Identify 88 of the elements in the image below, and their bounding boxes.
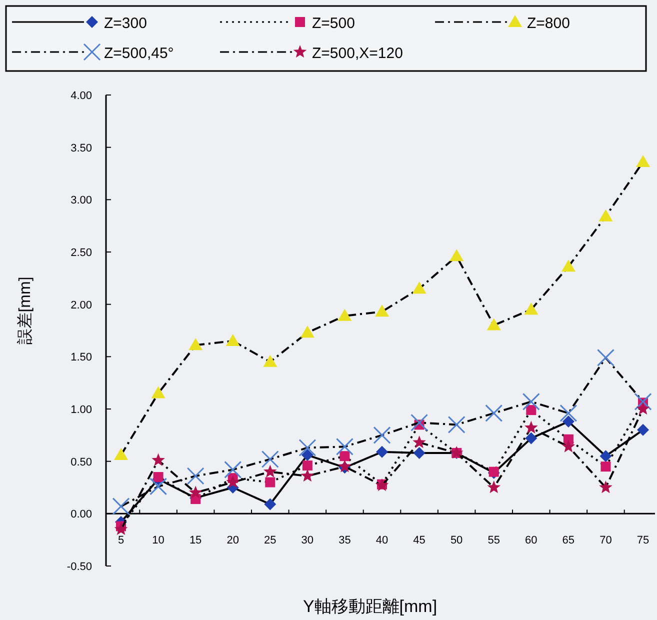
point: [600, 462, 611, 472]
legend-label: Z=500: [312, 15, 355, 32]
x-axis-title: Y軸移動距離[mm]: [302, 597, 438, 616]
x-tick-label: 60: [525, 534, 538, 547]
y-tick-label: 0.50: [70, 456, 92, 468]
point: [340, 451, 350, 462]
point: [485, 404, 503, 422]
x-tick-label: 50: [450, 534, 463, 547]
legend-label: Z=500,X=120: [312, 45, 403, 62]
point: [526, 405, 536, 416]
legend-label: Z=800: [527, 15, 570, 32]
y-tick-label: 2.50: [70, 247, 92, 259]
point: [524, 302, 538, 315]
x-tick-label: 30: [301, 534, 314, 547]
point: [186, 467, 204, 485]
x-tick-label: 10: [152, 534, 164, 547]
point: [264, 498, 276, 510]
point: [450, 249, 464, 262]
point: [263, 464, 277, 478]
y-tick-label: 1.50: [70, 352, 92, 364]
point: [224, 460, 242, 478]
x-tick-label: 75: [636, 534, 650, 547]
x-tick-label: 55: [488, 534, 500, 547]
point: [596, 348, 614, 366]
point: [376, 446, 388, 458]
x-tick-label: 45: [413, 534, 426, 547]
point: [561, 260, 576, 272]
point: [487, 480, 501, 494]
point: [525, 432, 538, 444]
x-tick-label: 35: [338, 534, 351, 547]
point: [375, 304, 389, 317]
point: [636, 402, 650, 415]
y-tick-label: 0.00: [70, 508, 92, 521]
y-tick-label: 4.00: [70, 90, 92, 102]
legend-label: Z=300: [104, 15, 147, 32]
x-tick-label: 15: [189, 534, 202, 547]
point: [412, 282, 426, 294]
point: [151, 386, 166, 398]
point: [636, 154, 650, 167]
x-tick-label: 5: [118, 534, 124, 547]
point: [112, 498, 130, 516]
point: [522, 392, 540, 410]
point: [486, 318, 501, 330]
point: [373, 426, 391, 444]
point: [226, 475, 240, 488]
point: [599, 480, 612, 494]
point: [300, 468, 314, 482]
point: [410, 414, 428, 432]
point: [524, 420, 538, 434]
point: [302, 460, 312, 471]
point: [412, 435, 426, 448]
point: [188, 486, 202, 498]
point: [562, 416, 574, 428]
point: [634, 392, 652, 410]
point: [600, 450, 612, 462]
legend-label: Z=500,45°: [104, 45, 174, 62]
x-tick-label: 65: [562, 534, 575, 547]
point: [560, 404, 578, 422]
y-tick-label: 3.50: [70, 142, 92, 154]
point: [114, 448, 128, 460]
point: [298, 438, 316, 456]
point: [153, 472, 164, 482]
point: [300, 326, 314, 338]
point: [263, 354, 278, 367]
x-tick-label: 70: [600, 534, 612, 547]
point: [150, 478, 168, 496]
x-tick-label: 40: [376, 534, 388, 547]
point: [152, 453, 165, 466]
point: [598, 209, 613, 222]
x-tick-label: 20: [226, 534, 239, 547]
point: [562, 440, 576, 452]
point: [265, 477, 276, 488]
point: [338, 308, 352, 321]
x-tick-label: 25: [264, 534, 276, 547]
y-tick-label: -0.50: [66, 561, 92, 573]
point: [188, 338, 203, 350]
y-tick-label: 3.00: [70, 194, 92, 207]
point: [114, 522, 128, 536]
point: [336, 438, 354, 456]
point: [637, 424, 649, 436]
point: [301, 449, 314, 462]
y-tick-label: 2.00: [70, 299, 92, 312]
point: [226, 334, 240, 346]
point: [261, 450, 279, 468]
point: [448, 416, 466, 434]
y-axis-title: 誤差[mm]: [16, 276, 34, 344]
point: [413, 446, 426, 459]
y-tick-label: 1.00: [70, 404, 92, 416]
